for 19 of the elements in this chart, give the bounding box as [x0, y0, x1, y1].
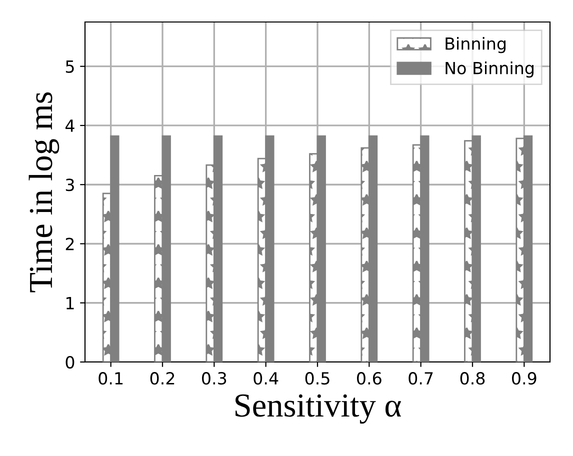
- legend-label: No Binning: [446, 61, 534, 78]
- x-tick-label: 0.9: [512, 372, 536, 385]
- x-axis-title: Sensitivity α: [236, 394, 401, 424]
- x-tick-label: 0.3: [202, 372, 226, 385]
- y-tick-label: 1: [66, 297, 74, 310]
- y-tick-label: 0: [66, 356, 74, 369]
- x-tick-label: 0.6: [357, 372, 382, 385]
- x-tick-label: 0.4: [254, 372, 278, 385]
- y-tick-label: 3: [66, 178, 74, 192]
- legend-label: Binning: [446, 37, 506, 54]
- x-tick-label: 0.7: [408, 372, 433, 385]
- x-tick-label: 0.2: [150, 372, 174, 385]
- y-tick-label: 2: [66, 238, 74, 250]
- x-tick-label: 0.8: [460, 372, 485, 385]
- x-tick-label: 0.5: [305, 372, 330, 385]
- y-axis-title: Time in log ms: [28, 92, 60, 292]
- y-tick-label: 5: [66, 60, 74, 73]
- x-tick-label: 0.1: [98, 372, 123, 385]
- y-tick-label: 4: [65, 120, 74, 132]
